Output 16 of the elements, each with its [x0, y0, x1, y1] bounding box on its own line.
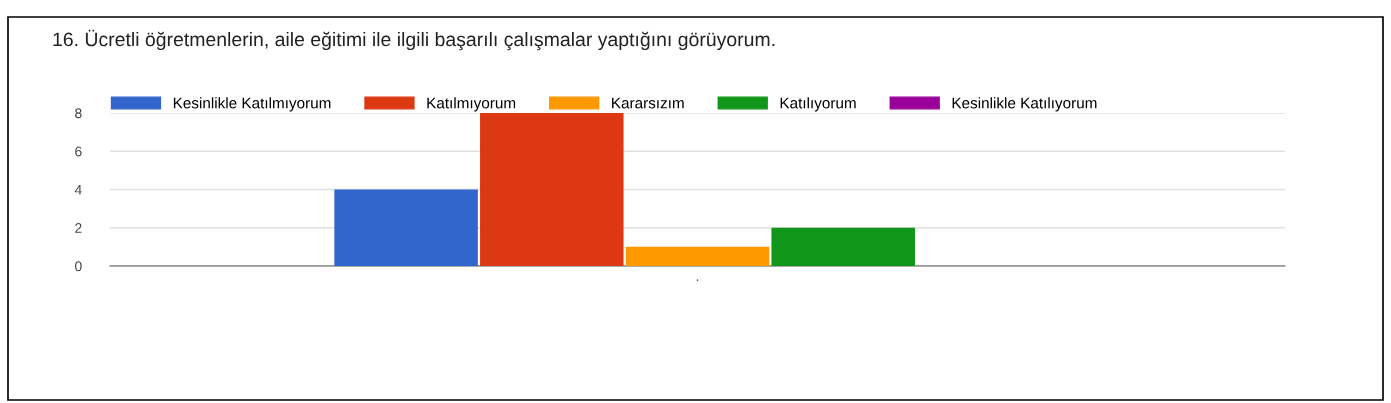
legend-label: Katılıyorum: [780, 97, 856, 112]
legend-label: Kesinlikle Katılıyorum: [952, 97, 1097, 112]
y-tick-label: 0: [75, 261, 82, 272]
bar: [771, 227, 915, 266]
chart-title: 16. Ücretli öğretmenlerin, aile eğitimi ile ilgili başarılı çalışmalar yaptığını görüyorum.: [53, 29, 775, 51]
bar: [334, 189, 478, 266]
x-tick-label: .: [696, 279, 699, 281]
y-tick-label: 8: [75, 108, 82, 119]
bar: [625, 246, 770, 266]
bar: [480, 113, 624, 266]
legend-label: Katılmıyorum: [427, 97, 516, 112]
y-tick-label: 6: [75, 146, 82, 157]
y-tick-label: 2: [75, 223, 82, 233]
legend-label: Kesinlikle Katılmıyorum: [173, 97, 331, 112]
legend-label: Kararsızım: [612, 97, 684, 109]
y-tick-label: 4: [74, 184, 82, 195]
